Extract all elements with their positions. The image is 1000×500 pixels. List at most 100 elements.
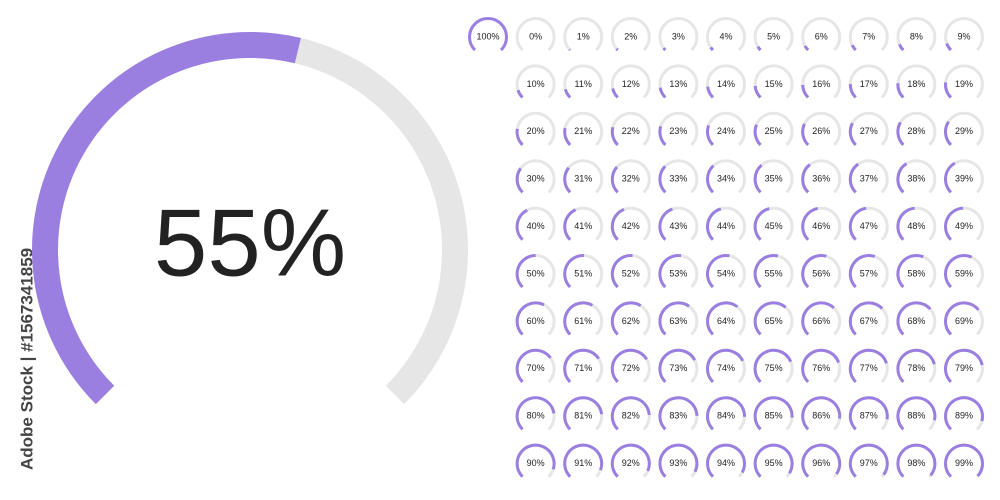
gauge-label: 38% (907, 174, 925, 184)
gauge-label: 76% (812, 363, 830, 373)
gauge-label: 88% (907, 411, 925, 421)
gauge-label: 63% (669, 316, 687, 326)
gauge-fill (753, 301, 787, 336)
gauge-label: 49% (955, 221, 973, 231)
gauge-label: 34% (717, 174, 735, 184)
gauge-fill (610, 301, 642, 336)
gauge-fill (706, 125, 715, 146)
gauge-fill (615, 47, 619, 52)
gauge-track (706, 17, 746, 52)
gauge-label: 32% (622, 174, 640, 184)
gauge-fill (801, 254, 827, 289)
gauge-fill (515, 443, 556, 478)
gauge-label: 83% (669, 411, 687, 421)
gauge-fill (563, 443, 604, 478)
gauge-fill (706, 86, 715, 99)
gauge-track (515, 17, 556, 52)
gauge-fill (944, 254, 973, 289)
gauge-label: 4% (719, 31, 732, 41)
gauge-label: 53% (669, 268, 687, 278)
gauge-fill (848, 348, 888, 383)
gauge-track (896, 17, 937, 52)
gauge-label: 17% (860, 79, 878, 89)
gauge-label: 25% (765, 126, 783, 136)
gauge-label: 98% (907, 458, 925, 468)
gauge-track (848, 17, 889, 52)
gauge-label: 71% (574, 363, 592, 373)
gauge-label: 55% (154, 189, 346, 296)
gauge-fill (801, 163, 811, 194)
gauge-fill (896, 162, 908, 194)
gauge-fill (515, 167, 524, 194)
gauge-fill (32, 32, 301, 405)
gauge-fill (896, 121, 905, 146)
gauge-label: 44% (717, 221, 735, 231)
gauge-label: 14% (717, 79, 735, 89)
gauge-fill (658, 207, 673, 241)
gauge-label: 9% (957, 31, 970, 41)
gauge-label: 26% (812, 126, 830, 136)
gauge-fill (563, 301, 594, 336)
gauge-fill (896, 396, 937, 431)
gauge-label: 16% (812, 79, 830, 89)
gauge-fill (896, 301, 932, 336)
gauge-label: 90% (527, 458, 545, 468)
gauge-label: 50% (527, 268, 545, 278)
gauge-label: 51% (574, 268, 592, 278)
gauge-label: 93% (669, 458, 687, 468)
gauge-fill (944, 161, 956, 194)
gauge-fill (658, 396, 699, 431)
gauge-fill (896, 443, 937, 478)
gauge-label: 47% (860, 221, 878, 231)
gauge-label: 92% (622, 458, 640, 468)
gauge-track (658, 17, 699, 52)
gauge-label: 8% (910, 31, 923, 41)
gauge-fill (753, 85, 762, 99)
gauge-fill (896, 206, 915, 241)
gauge-label: 84% (717, 411, 735, 421)
gauge-label: 95% (765, 458, 783, 468)
gauge-label: 68% (907, 316, 925, 326)
gauge-label: 2% (624, 31, 637, 41)
gauge-label: 87% (860, 411, 878, 421)
gauge-fill (706, 207, 722, 241)
gauge-fill (848, 254, 876, 289)
gauge-label: 1% (577, 31, 590, 41)
gauge-label: 86% (812, 411, 830, 421)
gauge-label: 54% (717, 268, 735, 278)
gauge-label: 41% (574, 221, 592, 231)
gauge-track (801, 17, 842, 52)
gauge-label: 75% (765, 363, 783, 373)
gauge-label: 36% (812, 174, 830, 184)
gauge-label: 74% (717, 363, 735, 373)
gauge-fill (658, 254, 682, 289)
gauge-label: 48% (907, 221, 925, 231)
gauge-label: 6% (815, 31, 828, 41)
gauge-label: 21% (574, 126, 592, 136)
gauge-label: 46% (812, 221, 830, 231)
gauge-fill (753, 207, 770, 241)
gauge-fill (563, 88, 572, 99)
gauge-label: 65% (765, 316, 783, 326)
gauge-fill (563, 348, 600, 383)
gauge-fill (848, 122, 857, 146)
gauge-fill (468, 17, 508, 52)
gauge-fill (850, 44, 857, 52)
gauge-label: 91% (574, 458, 592, 468)
gauge-fill (801, 123, 810, 146)
gauge-label: 77% (860, 363, 878, 373)
gauge-fill (658, 301, 690, 336)
gauge-fill (848, 206, 867, 241)
gauge-fill (610, 443, 651, 478)
watermark: Adobe Stock | #1567341859 (17, 248, 36, 470)
gauge-label: 58% (907, 268, 925, 278)
gauge-label: 10% (527, 79, 545, 89)
gauge-fill (516, 89, 524, 99)
gauge-fill (610, 208, 625, 241)
gauge-fill (658, 443, 699, 478)
gauge-label: 72% (622, 363, 640, 373)
gauge-fill (706, 164, 715, 194)
gauge-fill (756, 45, 762, 52)
gauge-fill (563, 396, 604, 431)
gauge-label: 40% (527, 221, 545, 231)
